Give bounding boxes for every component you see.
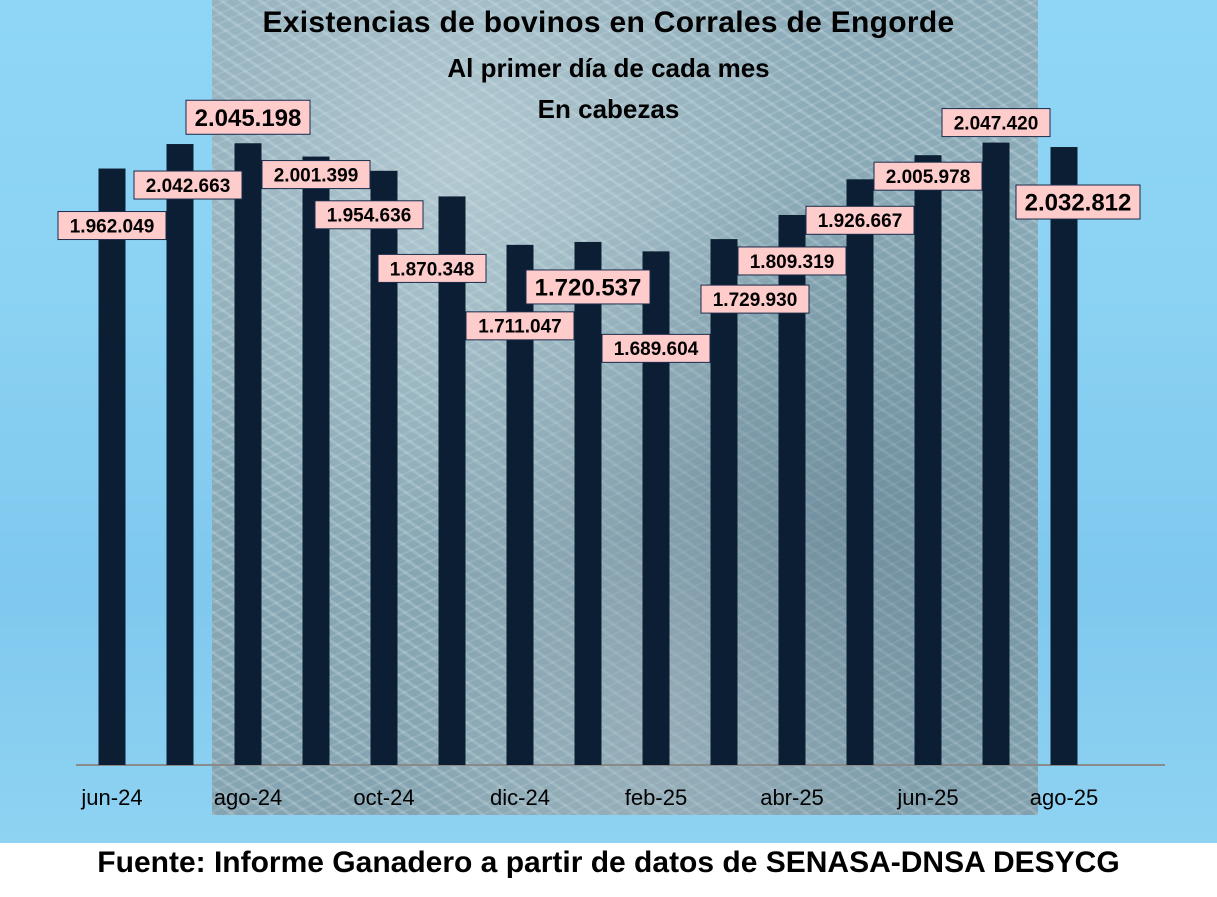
bar-ene-25 [574, 241, 602, 765]
data-label-jun-24: 1.962.049 [57, 211, 167, 241]
data-label-sep-24: 2.001.399 [261, 160, 371, 190]
data-label-box [700, 284, 810, 314]
bar-ago-24 [234, 143, 262, 765]
bar-chart: 1.962.049 2.042.663 2.045.198 2.001.399 1.95… [57, 99, 1165, 810]
x-tick-label-feb-25: feb-25 [625, 785, 687, 810]
data-label-box [133, 170, 243, 200]
data-label-text: 1.870.348 [390, 259, 475, 280]
x-tick-label-ago-24: ago-24 [214, 785, 283, 810]
bar-mar-25 [710, 239, 738, 766]
bar-sep-24 [302, 156, 330, 765]
data-label-text: 1.711.047 [478, 317, 561, 338]
x-tick-label-oct-24: oct-24 [353, 785, 414, 810]
data-label-jul-24: 2.042.663 [133, 170, 243, 200]
data-label-dic-24: 1.711.047 [465, 311, 575, 341]
x-tick-label-jun-25: jun-25 [896, 785, 958, 810]
data-label-oct-24: 1.954.636 [314, 200, 424, 230]
data-label-ene-25: 1.720.537 [525, 269, 651, 305]
x-tick-label-dic-24: dic-24 [490, 785, 550, 810]
background-photo [212, 0, 1038, 815]
data-label-text: 1.962.049 [70, 216, 155, 237]
data-label-text: 2.032.812 [1025, 190, 1132, 217]
data-label-box [873, 161, 983, 191]
data-label-box [314, 200, 424, 230]
data-label-mar-25: 1.729.930 [700, 284, 810, 314]
data-label-ago-24: 2.045.198 [185, 99, 311, 135]
source-footer: Fuente: Informe Ganadero a partir de dat… [97, 846, 1120, 879]
data-label-jun-25: 2.005.978 [873, 161, 983, 191]
data-label-text: 2.005.978 [886, 167, 971, 188]
data-label-box [601, 333, 711, 363]
data-label-text: 2.001.399 [274, 165, 359, 186]
data-label-text: 2.047.420 [954, 113, 1039, 134]
data-label-abr-25: 1.809.319 [737, 246, 847, 276]
x-tick-label-abr-25: abr-25 [760, 785, 824, 810]
data-label-text: 2.042.663 [146, 176, 231, 197]
data-label-box [465, 311, 575, 341]
data-label-box [525, 269, 651, 305]
data-label-box [261, 160, 371, 190]
data-label-text: 1.809.319 [750, 252, 835, 273]
data-label-box [57, 211, 167, 241]
data-label-nov-24: 1.870.348 [377, 253, 487, 283]
data-label-feb-25: 1.689.604 [601, 333, 711, 363]
data-label-text: 1.720.537 [535, 275, 642, 302]
data-label-box [805, 205, 915, 235]
data-label-ago-25: 2.032.812 [1015, 184, 1141, 220]
bar-may-25 [846, 179, 874, 766]
data-label-jul-25: 2.047.420 [941, 108, 1051, 138]
chart-panel: 1.962.049 2.042.663 2.045.198 2.001.399 1.95… [0, 0, 1217, 843]
chart-subtitle-units: En cabezas [537, 94, 680, 124]
data-label-box [737, 246, 847, 276]
bar-nov-24 [438, 196, 466, 766]
bar-jul-25 [982, 142, 1010, 765]
x-tick-label-jun-24: jun-24 [80, 785, 142, 810]
data-label-text: 1.689.604 [614, 339, 699, 360]
data-label-text: 1.729.930 [713, 290, 798, 311]
chart-title: Existencias de bovinos en Corrales de En… [262, 6, 955, 39]
bar-ago-25 [1050, 147, 1078, 765]
bar-jul-24 [166, 144, 194, 765]
data-label-may-25: 1.926.667 [805, 205, 915, 235]
data-label-box [1015, 184, 1141, 220]
bar-jun-25 [914, 155, 942, 766]
bar-jun-24 [98, 168, 126, 765]
data-label-text: 2.045.198 [195, 105, 302, 132]
chart-subtitle: Al primer día de cada mes [447, 53, 770, 83]
data-label-text: 1.954.636 [327, 206, 412, 227]
data-label-box [377, 253, 487, 283]
bar-feb-25 [642, 251, 670, 766]
data-label-box [941, 108, 1051, 138]
data-label-text: 1.926.667 [818, 211, 903, 232]
x-tick-label-ago-25: ago-25 [1030, 785, 1099, 810]
data-label-box [185, 99, 311, 135]
